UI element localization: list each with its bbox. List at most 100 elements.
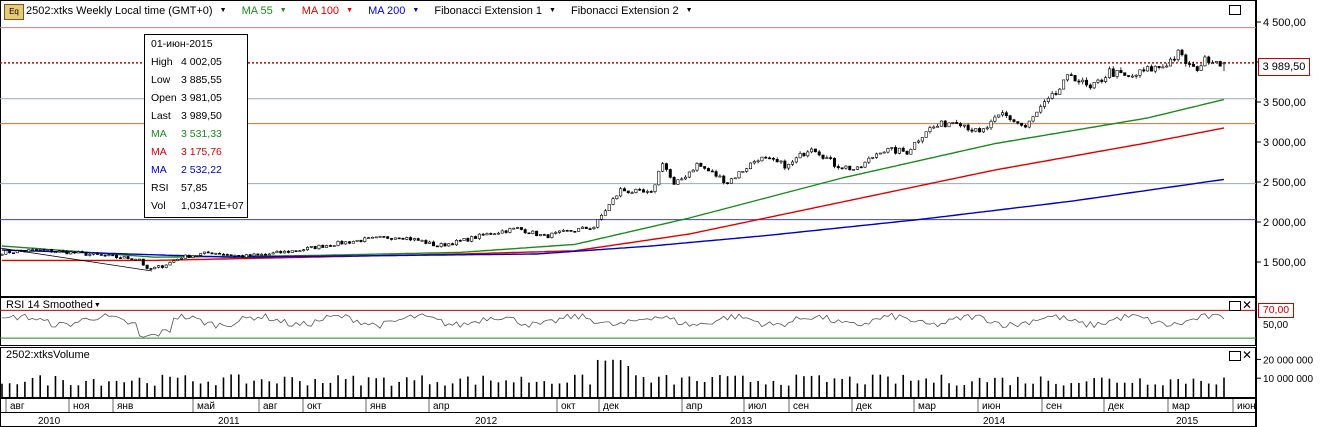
dropdown-icon: ▼ [219,7,227,15]
candle-body [218,252,222,255]
info-key: Low [151,74,171,86]
fibonacci-extension-line[interactable] [0,247,153,272]
candle-body [790,161,794,165]
candle-body [546,234,550,238]
candle-body [695,163,699,171]
candle-body [611,198,615,205]
candle-body [275,250,279,254]
maximize-icon[interactable] [1229,301,1241,311]
candle-body [46,249,50,251]
candle-body [428,241,432,244]
maximize-icon[interactable] [1229,5,1241,15]
fib1-legend[interactable]: Fibonacci Extension 1 ▼ [434,5,562,17]
fib2-legend[interactable]: Fibonacci Extension 2 ▼ [571,5,699,17]
candle-body [1146,66,1150,72]
candle-body [1043,101,1047,107]
candle-body [508,228,512,233]
rsi-title[interactable]: RSI 14 Smoothed▼ [6,299,101,311]
candle-body [1046,97,1050,102]
candle-body [592,226,596,230]
candle-body [584,226,588,229]
candle-body [871,157,875,159]
candle-body [50,249,54,253]
candle-body [504,230,508,233]
candle-body [1001,112,1005,116]
price-tick-label: 2 500,00 [1263,177,1306,189]
candle-body [638,188,642,191]
candle-body [802,153,806,157]
equity-icon[interactable]: Eq [4,4,24,20]
candle-body [1172,58,1176,61]
close-icon[interactable]: ✕ [1242,298,1253,312]
info-row: MA 3 531,33 [151,126,222,142]
candle-body [412,238,416,241]
candle-body [691,169,695,173]
candle-body [1157,65,1161,68]
candle-body [1218,61,1222,67]
info-key: Vol [151,200,166,212]
candle-body [160,265,164,268]
price-axis: 4 500,004 000,003 500,003 000,002 500,00… [1256,17,1306,269]
candle-body [680,178,684,181]
candle-body [886,148,890,153]
candle-body [978,128,982,133]
ma100-legend[interactable]: MA 100 ▼ [302,5,359,17]
candle-body [653,184,657,192]
month-label: дек [856,401,872,412]
rsi-mid-label: 50,00 [1263,320,1288,331]
info-date: 01-июн-2015 [151,38,213,50]
candle-body [1096,79,1100,83]
candle-body [367,237,371,239]
candle-body [1127,75,1131,77]
info-row: MA 2 532,22 [151,162,222,178]
candle-body [355,239,359,242]
candle-body [210,252,214,255]
candle-body [779,160,783,163]
maximize-icon[interactable] [1229,351,1241,361]
candle-body [913,141,917,150]
candle-body [305,247,309,251]
candle-body [80,251,84,253]
candle-body [729,178,733,184]
candle-body [947,122,951,128]
ma55-label: MA 55 [241,5,273,17]
candle-body [409,237,413,241]
ma55-legend[interactable]: MA 55 ▼ [242,5,293,17]
candle-body [829,157,833,159]
close-icon[interactable]: ✕ [1242,348,1253,362]
candle-body [962,124,966,127]
candle-body [31,249,35,251]
candle-body [340,240,344,245]
candle-body [1119,70,1123,73]
candle-body [768,157,772,160]
candle-body [302,249,306,252]
ma200-legend[interactable]: MA 200 ▼ [368,5,425,17]
candle-body [1207,56,1211,64]
candle-body [760,156,764,162]
candle-body [195,255,199,257]
candle-body [664,163,668,170]
candle-body [489,233,493,235]
candle-body [8,250,12,254]
info-value: 57,85 [181,182,208,194]
candle-body [1123,72,1127,76]
ma200-line [1,178,1225,258]
symbol-selector[interactable]: 2502:xtks Weekly Local time (GMT+0) ▼ [26,5,233,17]
candle-body [1214,61,1218,64]
rsi-panel-frame [0,297,1256,346]
candle-body [485,233,489,236]
dropdown-icon: ▼ [412,7,420,15]
candle-body [649,191,653,193]
candle-body [943,120,947,128]
candle-body [897,147,901,154]
info-row: RSI 57,85 [151,180,207,196]
candle-body [382,236,386,238]
info-value: 3 989,50 [181,110,222,122]
candle-body [1054,93,1058,95]
candle-body [118,257,122,259]
month-label: авг [10,401,25,412]
candle-body [684,176,688,180]
candle-body [783,160,787,169]
candle-body [1085,79,1089,86]
candle-body [447,243,451,247]
